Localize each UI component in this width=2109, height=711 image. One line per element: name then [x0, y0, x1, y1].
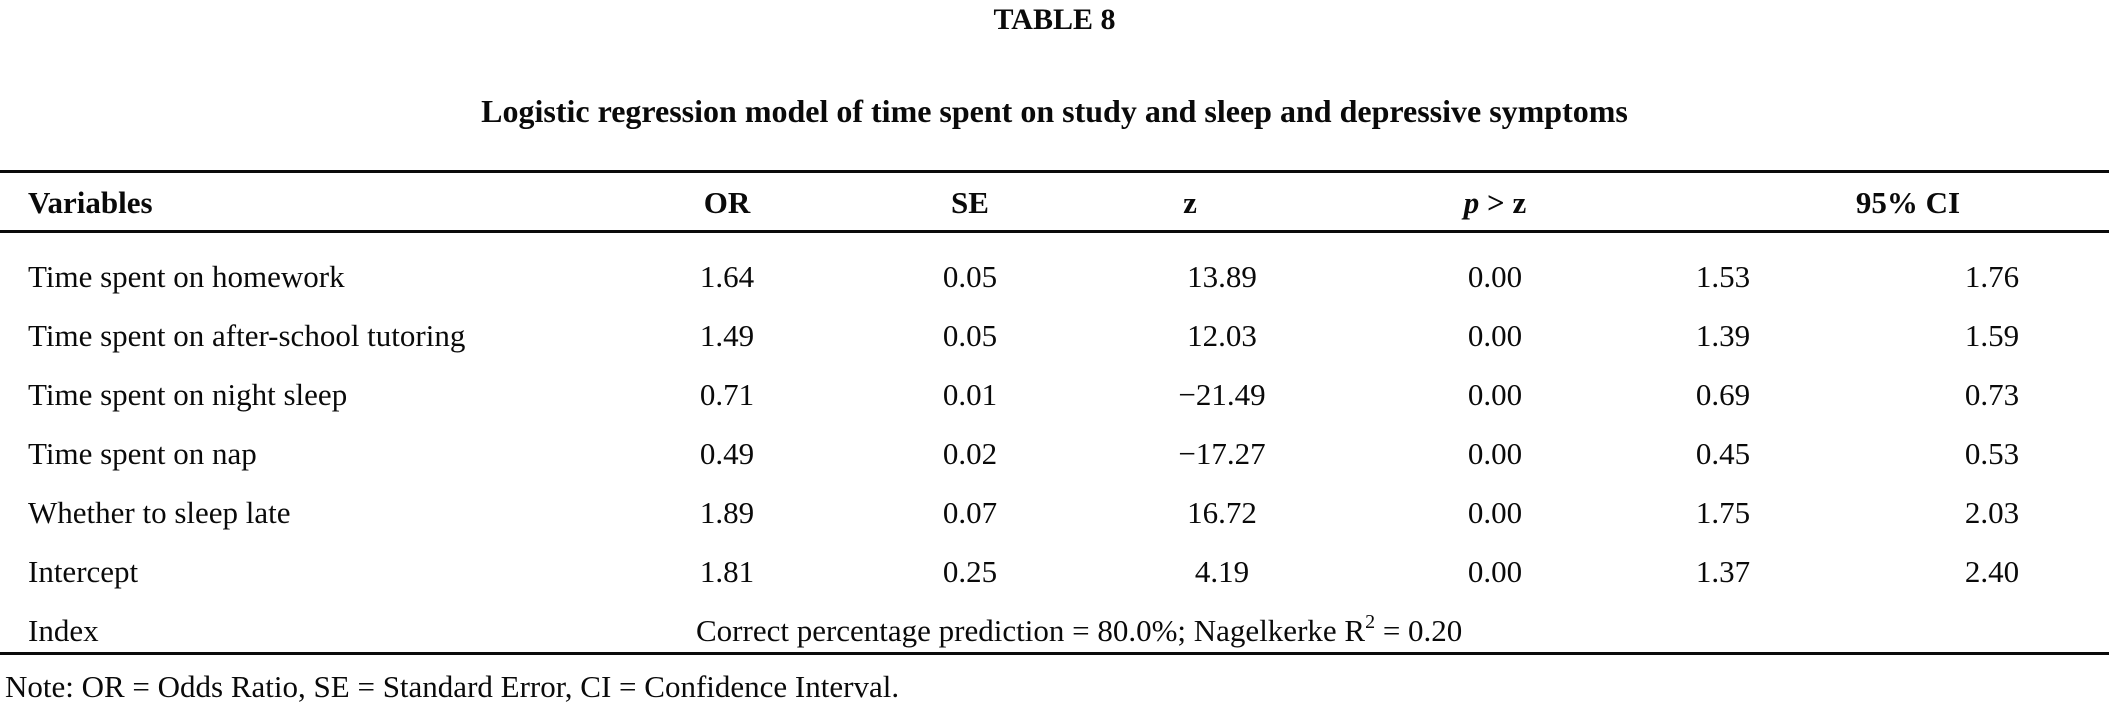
row-or: 1.64 — [699, 259, 755, 294]
row-p: 0.00 — [1467, 259, 1523, 294]
index-statistics: Correct percentage prediction = 80.0%; N… — [696, 612, 1462, 649]
row-se: 0.05 — [942, 318, 998, 353]
row-se: 0.01 — [942, 377, 998, 412]
row-ci-high: 0.73 — [1964, 377, 2020, 412]
col-header-variables: Variables — [28, 185, 153, 220]
row-or: 0.49 — [699, 436, 755, 471]
col-header-z: z — [1183, 185, 1197, 220]
table-row-index: Index Correct percentage prediction = 80… — [0, 612, 2109, 649]
row-ci-high: 1.76 — [1964, 259, 2020, 294]
col-header-se: SE — [951, 185, 989, 220]
row-z: 16.72 — [1187, 495, 1257, 530]
row-ci-low: 1.75 — [1695, 495, 1751, 530]
row-z: 13.89 — [1187, 259, 1257, 294]
row-or: 1.81 — [699, 554, 755, 589]
header-rule — [0, 230, 2109, 233]
row-ci-high: 2.40 — [1964, 554, 2020, 589]
row-ci-high: 1.59 — [1964, 318, 2020, 353]
row-variable: Time spent on after-school tutoring — [28, 318, 466, 353]
row-or: 1.89 — [699, 495, 755, 530]
row-ci-low: 0.45 — [1695, 436, 1751, 471]
row-z: 4.19 — [1194, 554, 1250, 589]
col-header-or: OR — [703, 185, 751, 220]
p-symbol: p — [1463, 185, 1480, 220]
table-number-heading: TABLE 8 — [993, 3, 1116, 36]
bottom-rule — [0, 652, 2109, 655]
row-se: 0.05 — [942, 259, 998, 294]
row-z: −21.49 — [1178, 377, 1266, 412]
table-row-tutoring: Time spent on after-school tutoring 1.49… — [0, 317, 2109, 354]
row-ci-low: 1.53 — [1695, 259, 1751, 294]
col-header-p-gt-z: p > z — [1464, 184, 1526, 221]
row-variable: Time spent on nap — [28, 436, 257, 471]
index-text-before: Correct percentage prediction = 80.0%; N… — [696, 613, 1366, 648]
row-variable: Whether to sleep late — [28, 495, 291, 530]
row-se: 0.25 — [942, 554, 998, 589]
header-row: Variables OR SE z p > z 95% CI — [0, 184, 2109, 221]
table-row-homework: Time spent on homework 1.64 0.05 13.89 0… — [0, 258, 2109, 295]
row-variable: Time spent on night sleep — [28, 377, 348, 412]
row-variable: Time spent on homework — [28, 259, 345, 294]
row-p: 0.00 — [1467, 318, 1523, 353]
row-z: −17.27 — [1178, 436, 1266, 471]
row-ci-low: 1.37 — [1695, 554, 1751, 589]
row-or: 1.49 — [699, 318, 755, 353]
row-p: 0.00 — [1467, 436, 1523, 471]
table-row-night-sleep: Time spent on night sleep 0.71 0.01 −21.… — [0, 376, 2109, 413]
row-or: 0.71 — [699, 377, 755, 412]
index-text-after: = 0.20 — [1375, 613, 1463, 648]
table-row-sleep-late: Whether to sleep late 1.89 0.07 16.72 0.… — [0, 494, 2109, 531]
row-p: 0.00 — [1467, 377, 1523, 412]
table-row-nap: Time spent on nap 0.49 0.02 −17.27 0.00 … — [0, 435, 2109, 472]
row-p: 0.00 — [1467, 554, 1523, 589]
top-rule — [0, 170, 2109, 173]
table-note: Note: OR = Odds Ratio, SE = Standard Err… — [5, 669, 900, 704]
row-z: 12.03 — [1187, 318, 1257, 353]
row-ci-high: 0.53 — [1964, 436, 2020, 471]
p-gt-z-rest: > z — [1479, 185, 1527, 220]
row-ci-low: 1.39 — [1695, 318, 1751, 353]
row-variable: Intercept — [28, 554, 139, 589]
row-ci-low: 0.69 — [1695, 377, 1751, 412]
col-header-95ci: 95% CI — [1855, 185, 1961, 220]
row-variable: Index — [28, 613, 99, 648]
row-ci-high: 2.03 — [1964, 495, 2020, 530]
row-se: 0.07 — [942, 495, 998, 530]
table-caption: Logistic regression model of time spent … — [481, 93, 1628, 129]
r-squared-superscript: 2 — [1365, 611, 1376, 633]
row-se: 0.02 — [942, 436, 998, 471]
row-p: 0.00 — [1467, 495, 1523, 530]
table-row-intercept: Intercept 1.81 0.25 4.19 0.00 1.37 2.40 — [0, 553, 2109, 590]
